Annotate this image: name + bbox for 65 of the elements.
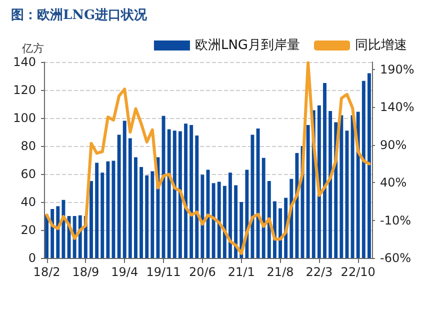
y-tick-label: 120 [13,83,36,97]
bar [340,115,344,258]
bar [212,183,216,258]
legend-label: 同比增速 [355,38,407,53]
bar [128,138,132,258]
bar [222,186,226,258]
x-tick-label: 19/11 [146,265,181,279]
y2-tick-label: 190% [380,62,414,77]
y-tick-label: 0 [28,251,36,265]
x-tick-label: 21/1 [228,265,255,279]
x-tick-label: 22/3 [306,265,333,279]
bar [367,73,371,258]
bar [56,206,60,258]
y2-tick-label: 90% [380,138,407,152]
bar [234,185,238,258]
bar [295,153,299,258]
bar [184,124,188,258]
x-tick-label: 18/9 [72,265,100,279]
chart-title: 图：欧洲LNG进口状况 [11,8,148,23]
y-tick-label: 80 [20,139,36,153]
y-tick-label: 40 [20,195,36,209]
bar [262,158,266,258]
bar [323,83,326,258]
bar [140,167,144,258]
x-tick-label: 18/2 [33,265,60,279]
bar [278,208,282,258]
x-tick-label: 21/8 [266,265,294,279]
y-tick-label: 20 [20,223,36,237]
bar [90,181,93,258]
legend-label: 欧洲LNG月到岸量 [194,38,300,53]
bar [172,130,176,258]
bar [106,161,110,258]
bar [45,214,49,258]
y-tick-label: 140 [13,55,36,69]
y2-tick-label: -10% [380,213,412,228]
y2-tick-label: -60% [380,251,412,265]
bar [228,172,232,258]
y2-tick-label: 40% [380,176,407,190]
bar [117,134,121,258]
bar [328,111,332,258]
bar [256,128,260,258]
bar [95,162,99,258]
bar [200,174,204,258]
bar [167,129,171,258]
line-series [45,61,371,255]
y-tick-label: 100 [13,111,36,125]
x-tick-label: 19/4 [111,265,138,279]
bar [306,125,310,258]
y2-tick-label: 140% [380,100,414,114]
bar [356,112,360,258]
bar [178,131,182,258]
y-tick-label: 60 [20,167,36,181]
bar [150,171,154,258]
bar [145,175,149,258]
bar [195,136,199,258]
bar [362,80,366,258]
bar [350,115,354,258]
bar [190,125,194,258]
y-axis-title: 亿方 [21,42,44,55]
bar [217,182,221,258]
x-tick-label: 22/10 [340,265,376,279]
x-tick-label: 20/6 [188,265,216,279]
bar [122,120,126,258]
bar [134,157,138,258]
bar [100,172,104,258]
